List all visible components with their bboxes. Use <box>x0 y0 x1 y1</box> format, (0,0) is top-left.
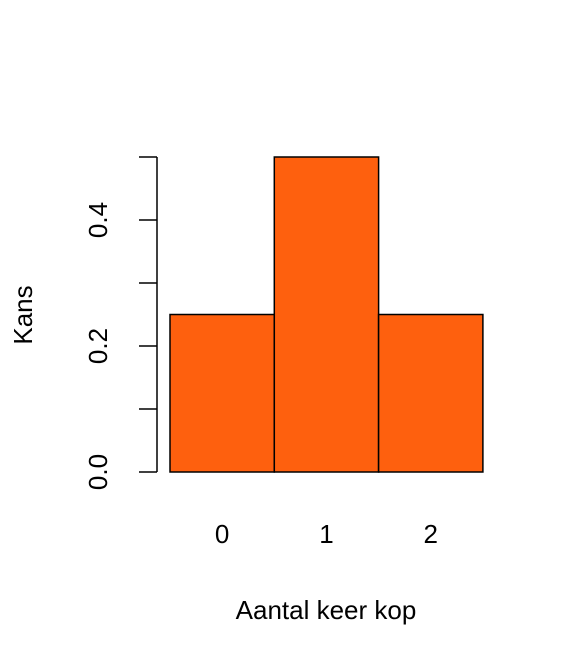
y-tick-label: 0.2 <box>83 328 113 364</box>
x-tick-label: 2 <box>424 519 438 549</box>
bar <box>377 313 484 473</box>
y-tick-label: 0.4 <box>83 202 113 238</box>
x-axis-label: Aantal keer kop <box>236 595 417 625</box>
bar <box>273 156 380 473</box>
x-tick-label: 1 <box>319 519 333 549</box>
x-tick-label: 0 <box>215 519 229 549</box>
y-axis-label: Kans <box>8 285 38 344</box>
bar <box>169 313 276 473</box>
y-tick-label: 0.0 <box>83 454 113 490</box>
